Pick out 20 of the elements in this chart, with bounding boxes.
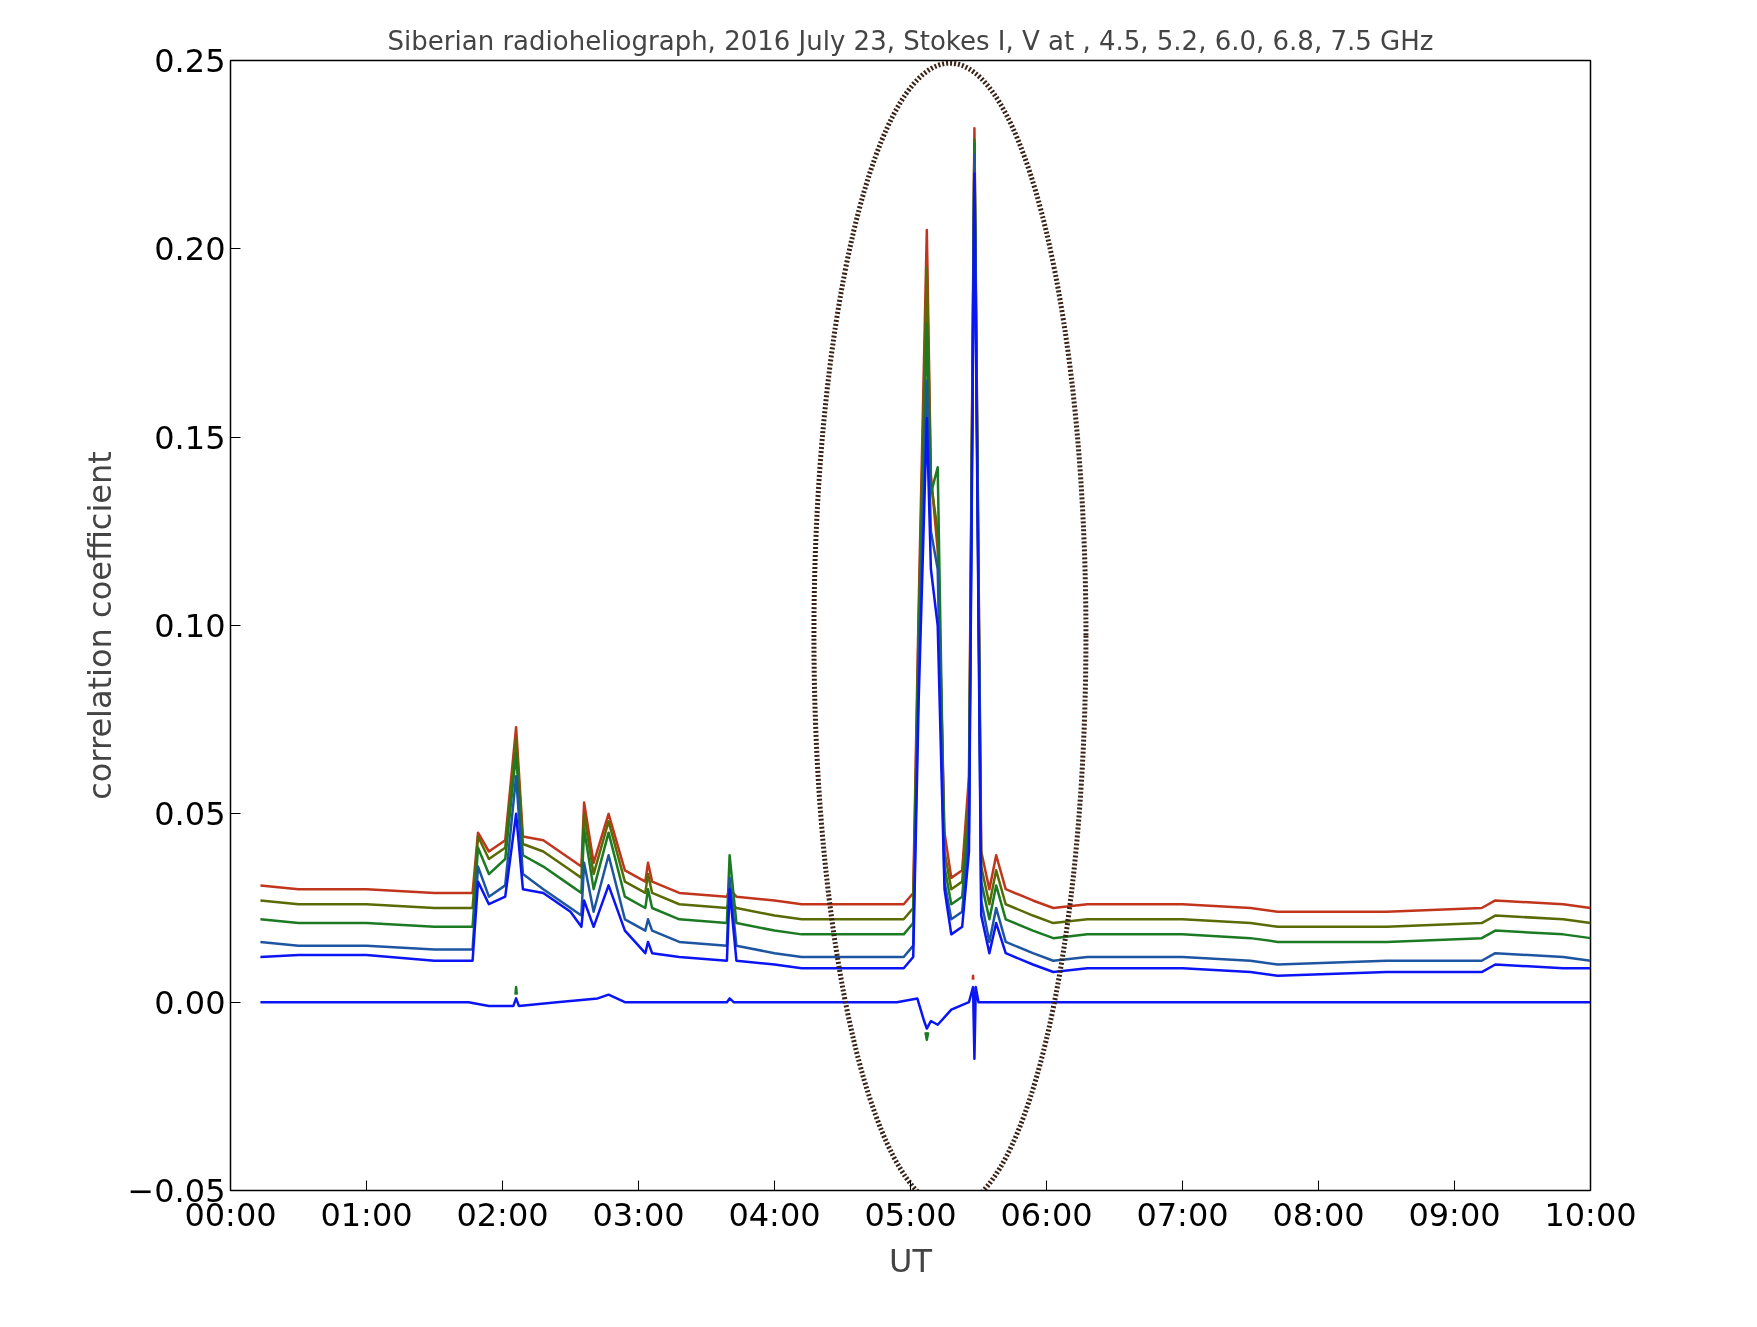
line-series — [259, 985, 1591, 1060]
x-tick-label: 02:00 — [456, 1195, 549, 1234]
x-tick-label: 01:00 — [320, 1195, 413, 1234]
chart-title: Siberian radioheliograph, 2016 July 23, Stokes I, V at , 4.5, 5.2, 6.0, 6.8, 7.5 GHz — [387, 25, 1434, 56]
x-tick-label: 04:00 — [728, 1195, 821, 1234]
y-tick-label: 0.20 — [154, 230, 226, 269]
y-tick-label: 0.05 — [154, 795, 226, 834]
x-tick-label: 09:00 — [1408, 1195, 1501, 1234]
x-tick-label: 10:00 — [1544, 1195, 1637, 1234]
x-tick-label: 03:00 — [592, 1195, 685, 1234]
y-tick-label: 0.15 — [154, 418, 226, 457]
x-tick-label: 07:00 — [1136, 1195, 1229, 1234]
y-tick-label: 0.00 — [154, 983, 226, 1022]
y-tick-label: 0.25 — [154, 42, 226, 80]
y-axis-title: correlation coefficient — [81, 451, 120, 800]
x-axis-title: UT — [889, 1241, 933, 1280]
x-tick-label: 05:00 — [864, 1195, 957, 1234]
x-tick-label: 08:00 — [1272, 1195, 1365, 1234]
x-tick-label: 06:00 — [1000, 1195, 1093, 1234]
y-tick-label: 0.10 — [154, 607, 226, 645]
